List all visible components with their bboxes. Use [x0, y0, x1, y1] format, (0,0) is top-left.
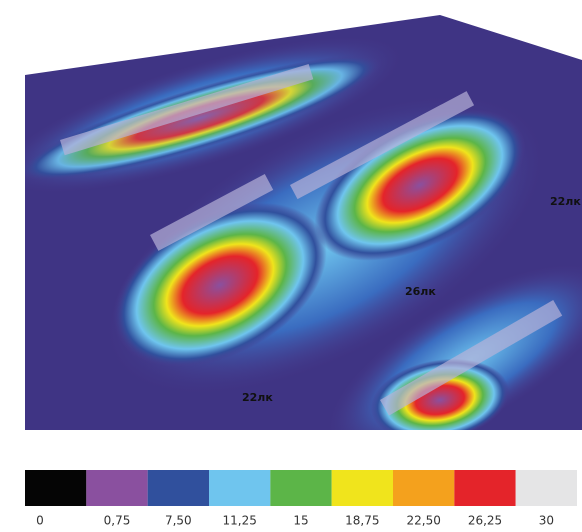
annotation: 22лк	[550, 195, 581, 208]
floor	[25, 15, 582, 430]
annotation: 26лк	[405, 285, 436, 298]
legend-swatch	[147, 470, 209, 506]
legend-label: 0,75	[104, 514, 131, 528]
legend: 0 0,75 7,50 11,25 15 18,75 22,50 26,25 30	[25, 470, 577, 528]
annotation: 22лк	[242, 391, 273, 404]
legend-label: 11,25	[222, 514, 256, 528]
legend-swatch	[515, 470, 577, 506]
legend-label: 26,25	[468, 514, 502, 528]
legend-label: 30	[539, 514, 554, 528]
legend-label: 7,50	[165, 514, 192, 528]
legend-swatch	[270, 470, 332, 506]
legend-swatch	[331, 470, 393, 506]
legend-label: 0	[36, 514, 44, 528]
legend-swatch	[393, 470, 455, 506]
legend-swatch	[86, 470, 148, 506]
legend-swatch	[25, 470, 87, 506]
vehicles	[60, 63, 563, 416]
legend-swatch	[209, 470, 271, 506]
legend-label: 15	[293, 514, 308, 528]
legend-label: 18,75	[345, 514, 379, 528]
legend-label: 22,50	[406, 514, 440, 528]
legend-swatch	[454, 470, 516, 506]
